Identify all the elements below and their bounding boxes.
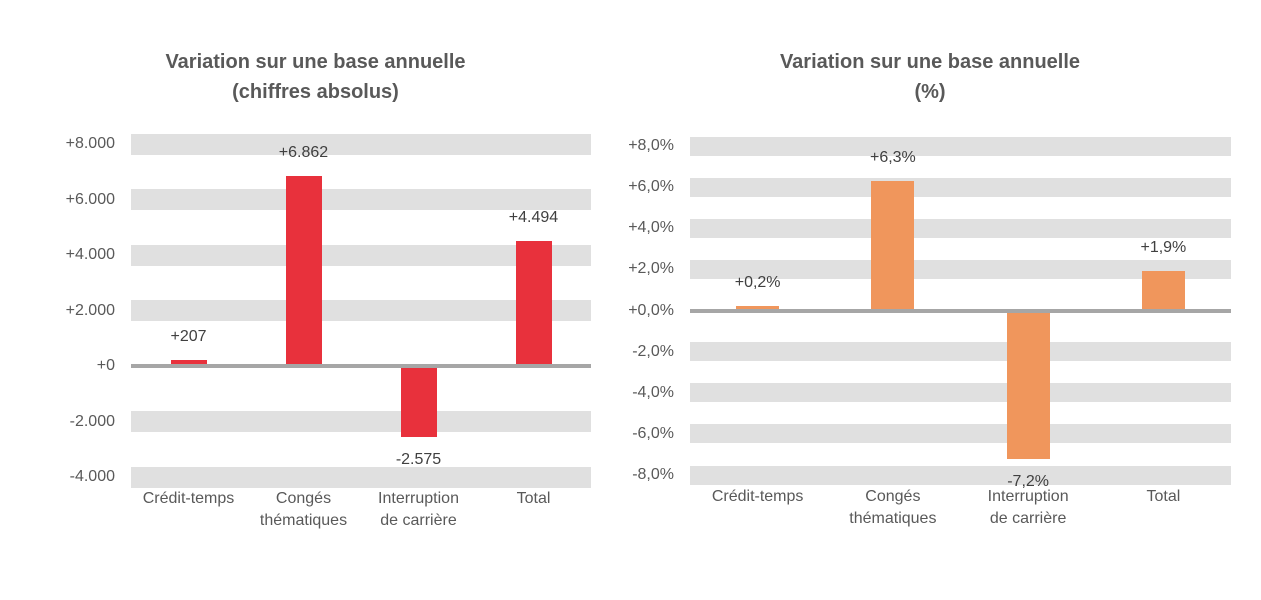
- y-axis-tick-label: +2.000: [65, 301, 115, 319]
- bar-data-label: +207: [170, 328, 207, 346]
- chart-title-line2: (chiffres absolus): [232, 81, 399, 103]
- bar: [400, 366, 437, 438]
- y-axis-tick-label: -2.000: [69, 412, 115, 430]
- category-label-line: Interruption: [987, 488, 1069, 505]
- bar-data-label: -2.575: [395, 451, 442, 469]
- category-label-line: thématiques: [259, 512, 348, 529]
- zero-axis-line: [131, 364, 591, 368]
- category-label-line: Total: [1146, 488, 1181, 505]
- chart-title-line1: Variation sur une base annuelle: [165, 51, 466, 73]
- category-label-line: Congés: [865, 488, 921, 505]
- bar: [1141, 271, 1185, 311]
- bar: [285, 175, 322, 366]
- gridline-band: [690, 342, 1231, 362]
- plot-area-percent: +8,0% +6,0% +4,0% +2,0% +0,0% -2,0% -4,0% -6,0%…: [628, 136, 1231, 527]
- category-label: Crédit-temps: [683, 486, 833, 508]
- y-axis-tick-label: -8,0%: [632, 466, 674, 483]
- bar: [736, 306, 780, 311]
- category-label: Interruption de carrière: [344, 488, 494, 532]
- bar-data-label: +0,2%: [734, 274, 781, 292]
- gridline-band: [131, 133, 591, 155]
- bar-data-label: -7,2%: [1007, 472, 1050, 490]
- gridline-band: [690, 465, 1231, 485]
- chart-title-percent: Variation sur une base annuelle (%): [640, 47, 1220, 107]
- chart-title-line1: Variation sur une base annuelle: [779, 51, 1081, 73]
- gridline-band: [131, 189, 591, 210]
- bar-data-label: +6,3%: [869, 148, 916, 166]
- bar: [1006, 310, 1050, 459]
- category-label: Interruption de carrière: [953, 486, 1103, 530]
- bar-data-label: +6.862: [278, 143, 329, 161]
- category-label-line: Crédit-temps: [142, 490, 235, 507]
- category-label-line: thématiques: [849, 510, 937, 527]
- category-label-line: Crédit-temps: [711, 488, 804, 505]
- y-axis-tick-label: -4.000: [69, 468, 115, 485]
- y-axis-tick-label: +4,0%: [628, 219, 674, 237]
- y-axis-tick-label: -4,0%: [632, 383, 674, 401]
- category-label: Congés thématiques: [818, 486, 968, 530]
- gridline-band: [690, 177, 1231, 197]
- category-label: Crédit-temps: [114, 488, 264, 510]
- y-axis-tick-label: +0,0%: [628, 301, 674, 319]
- y-axis-tick-label: +2,0%: [628, 260, 674, 278]
- plot-area-absolute: +8.000 +6.000 +4.000 +2.000 +0 -2.000 -4.000 +2…: [66, 133, 591, 529]
- gridline-band: [690, 136, 1231, 156]
- chart-title-absolute: Variation sur une base annuelle (chiffre…: [40, 47, 591, 107]
- bar: [170, 360, 207, 366]
- category-label-line: de carrière: [989, 510, 1067, 527]
- gridline-band: [690, 424, 1231, 444]
- category-label: Total: [459, 488, 609, 510]
- chart-title-line2: (%): [914, 81, 946, 103]
- category-label-line: de carrière: [380, 512, 457, 529]
- gridline-band: [690, 383, 1231, 403]
- y-axis-tick-label: +0: [96, 357, 115, 374]
- bar-data-label: +1,9%: [1140, 239, 1187, 257]
- y-axis-tick-label: +8,0%: [628, 137, 674, 154]
- bar: [871, 180, 915, 311]
- gridline-band: [131, 244, 591, 266]
- y-axis-tick-label: +6,0%: [628, 178, 674, 196]
- y-axis-tick-label: -6,0%: [632, 424, 674, 442]
- bar-data-label: +4.494: [508, 209, 559, 227]
- gridline-band: [131, 411, 591, 432]
- gridline-band: [131, 300, 591, 321]
- category-label-line: Congés: [275, 490, 332, 507]
- y-axis-tick-label: +4.000: [65, 246, 115, 263]
- gridline-band: [690, 259, 1231, 279]
- y-axis-tick-label: -2,0%: [632, 342, 674, 360]
- category-label: Congés thématiques: [229, 488, 379, 532]
- bar: [515, 241, 552, 366]
- gridline-band: [131, 466, 591, 488]
- y-axis-tick-label: +6.000: [65, 190, 115, 208]
- category-label-line: Total: [516, 490, 551, 507]
- zero-axis-line: [690, 308, 1231, 313]
- y-axis-tick-label: +8.000: [65, 135, 115, 152]
- category-label: Total: [1088, 486, 1238, 508]
- gridline-band: [690, 218, 1231, 238]
- category-label-line: Interruption: [378, 490, 459, 507]
